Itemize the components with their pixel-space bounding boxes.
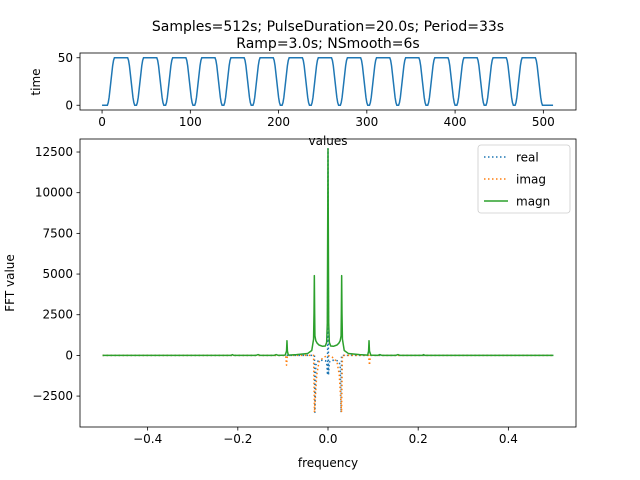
x-tick-label: −0.4	[133, 432, 162, 446]
y-tick-label: 12500	[35, 145, 73, 159]
y-tick-label: 0	[65, 348, 73, 362]
top-ticks: 0 100 200 300 400 500 0 50	[58, 51, 555, 129]
legend-label-real: real	[516, 151, 539, 165]
series-line-magn	[102, 148, 554, 357]
y-tick-label: 2500	[42, 308, 73, 322]
bottom-ylabel: FFT value	[3, 254, 17, 312]
x-tick-label: −0.2	[223, 432, 252, 446]
bottom-plot-area	[102, 148, 554, 414]
bottom-axes: −0.4 −0.2 0.0 0.2 0.4 −2500 0 2500 5000 7500 10000…	[3, 138, 577, 470]
x-tick-label: 300	[355, 115, 378, 129]
x-tick-label: 0.4	[499, 432, 518, 446]
top-plot-area	[102, 57, 554, 106]
x-tick-label: 0	[98, 115, 106, 129]
y-tick-label: 10000	[35, 186, 73, 200]
title-line-2: Ramp=3.0s; NSmooth=6s	[236, 36, 419, 52]
x-tick-label: 0.0	[318, 432, 337, 446]
top-ylabel: time	[29, 68, 43, 95]
x-tick-label: 400	[444, 115, 467, 129]
series-line-imag	[102, 354, 554, 414]
y-tick-label: 50	[58, 51, 73, 65]
top-axes: 0 100 200 300 400 500 0 50 time	[29, 51, 577, 129]
y-tick-label: 7500	[42, 226, 73, 240]
legend: real imag magn	[477, 144, 571, 214]
x-tick-label: 100	[179, 115, 202, 129]
legend-frame	[477, 144, 571, 214]
legend-label-imag: imag	[516, 173, 546, 187]
y-tick-label: 0	[65, 98, 73, 112]
x-tick-label: 0.2	[409, 432, 428, 446]
y-tick-label: 5000	[42, 267, 73, 281]
x-tick-label: 200	[267, 115, 290, 129]
title-line-1: Samples=512s; PulseDuration=20.0s; Perio…	[152, 19, 504, 35]
bottom-xlabel: frequency	[298, 456, 358, 470]
top-xlabel: values	[308, 134, 347, 148]
bottom-ticks: −0.4 −0.2 0.0 0.2 0.4 −2500 0 2500 5000 7500 10000…	[32, 145, 518, 446]
x-tick-label: 500	[532, 115, 555, 129]
legend-label-magn: magn	[516, 195, 550, 209]
pulse-series-line	[102, 57, 554, 106]
top-axes-frame	[79, 52, 577, 111]
y-tick-label: −2500	[32, 389, 73, 403]
